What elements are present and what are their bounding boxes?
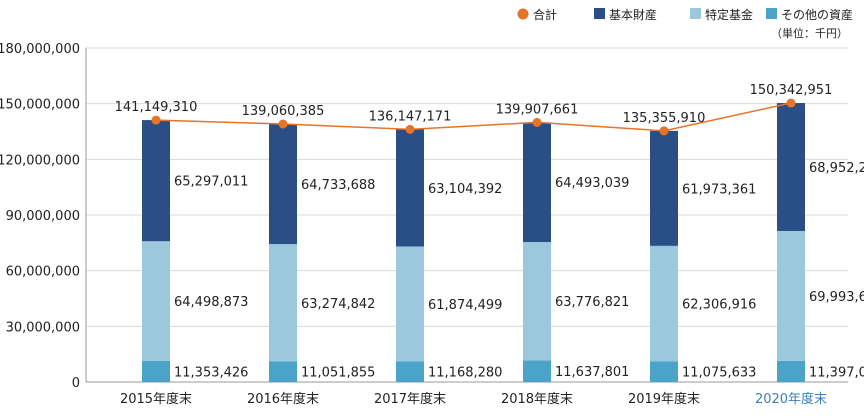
bar-value-label: 63,776,821 (555, 295, 629, 310)
total-value-label: 136,147,171 (369, 109, 452, 124)
bar-segment (650, 361, 678, 382)
bar-value-label: 11,397,042 (809, 365, 864, 380)
bar-segment (650, 245, 678, 362)
legend-label: その他の資産 (781, 7, 853, 22)
bar-value-label: 65,297,011 (174, 175, 248, 190)
bar-value-label: 64,493,039 (555, 176, 629, 191)
bar-value-label: 63,104,392 (428, 182, 502, 197)
data-labels: 11,353,426 64,498,873 65,297,011 11,051,855… (115, 83, 864, 381)
bar-segment (269, 361, 297, 382)
legend-label: 特定基金 (705, 7, 753, 22)
legend-marker (690, 8, 701, 19)
bar-segment (523, 122, 551, 243)
total-value-label: 135,355,910 (623, 111, 706, 126)
bar-segment (396, 361, 424, 382)
axes: 0 30,000,000 60,000,000 90,000,000 120,000,0… (0, 42, 848, 407)
gridlines (86, 47, 848, 327)
total-value-label: 139,907,661 (496, 102, 579, 117)
bar-value-label: 61,973,361 (682, 182, 756, 197)
x-tick-label: 2015年度末 (120, 391, 192, 407)
legend: 合計 基本財産 特定基金 その他の資産 （単位：千円） (517, 7, 853, 40)
bar-value-label: 11,168,280 (428, 366, 502, 381)
y-tick-label: 30,000,000 (6, 320, 80, 335)
total-value-label: 139,060,385 (242, 104, 325, 119)
bar-value-label: 69,993,656 (809, 290, 864, 305)
total-point (786, 98, 796, 108)
bar-segment (269, 244, 297, 362)
y-tick-label: 90,000,000 (6, 209, 80, 224)
bar-segment (142, 360, 170, 382)
bar-value-label: 11,051,855 (301, 366, 375, 381)
bar-value-label: 68,952,253 (809, 161, 864, 176)
y-tick-label: 0 (72, 376, 80, 391)
legend-marker (766, 8, 777, 19)
bar-segment (142, 241, 170, 361)
total-point (532, 117, 542, 127)
bar-segment (142, 120, 170, 242)
x-tick-label: 2017年度末 (374, 391, 446, 407)
x-tick-label: 2020年度末 (755, 391, 827, 407)
bar-segment (650, 130, 678, 246)
bar-segment (777, 360, 805, 382)
bar-value-label: 63,274,842 (301, 297, 375, 312)
total-line-path (155, 102, 792, 132)
legend-label: 基本財産 (609, 7, 657, 22)
bar-value-label: 62,306,916 (682, 298, 756, 313)
y-tick-label: 180,000,000 (0, 42, 80, 57)
x-tick-label: 2016年度末 (247, 391, 319, 407)
bar-segment (523, 242, 551, 361)
total-point (659, 126, 669, 136)
total-point (405, 124, 415, 134)
unit-note: （単位：千円） (771, 26, 848, 40)
bar-value-label: 64,498,873 (174, 295, 248, 310)
total-point (278, 119, 288, 129)
y-tick-label: 120,000,000 (0, 153, 80, 168)
bar-value-label: 11,637,801 (555, 365, 629, 380)
bar-segment (777, 230, 805, 361)
total-point (151, 115, 161, 125)
x-tick-label: 2018年度末 (501, 391, 573, 407)
bar-segment (396, 129, 424, 247)
bar-value-label: 11,075,633 (682, 366, 756, 381)
bar-segment (269, 123, 297, 245)
legend-marker (517, 8, 529, 20)
bar-segment (523, 360, 551, 382)
bar-value-label: 61,874,499 (428, 298, 502, 313)
total-value-label: 141,149,310 (115, 100, 198, 115)
legend-label: 合計 (533, 7, 557, 22)
bar-value-label: 64,733,688 (301, 178, 375, 193)
bars (142, 103, 805, 382)
bar-segment (777, 103, 805, 231)
x-tick-label: 2019年度末 (628, 391, 700, 407)
total-value-label: 150,342,951 (750, 83, 833, 98)
y-tick-label: 150,000,000 (0, 98, 80, 113)
bar-segment (396, 246, 424, 362)
legend-marker (594, 8, 605, 19)
total-line (151, 98, 796, 136)
bar-value-label: 11,353,426 (174, 365, 248, 380)
y-tick-label: 60,000,000 (6, 265, 80, 280)
